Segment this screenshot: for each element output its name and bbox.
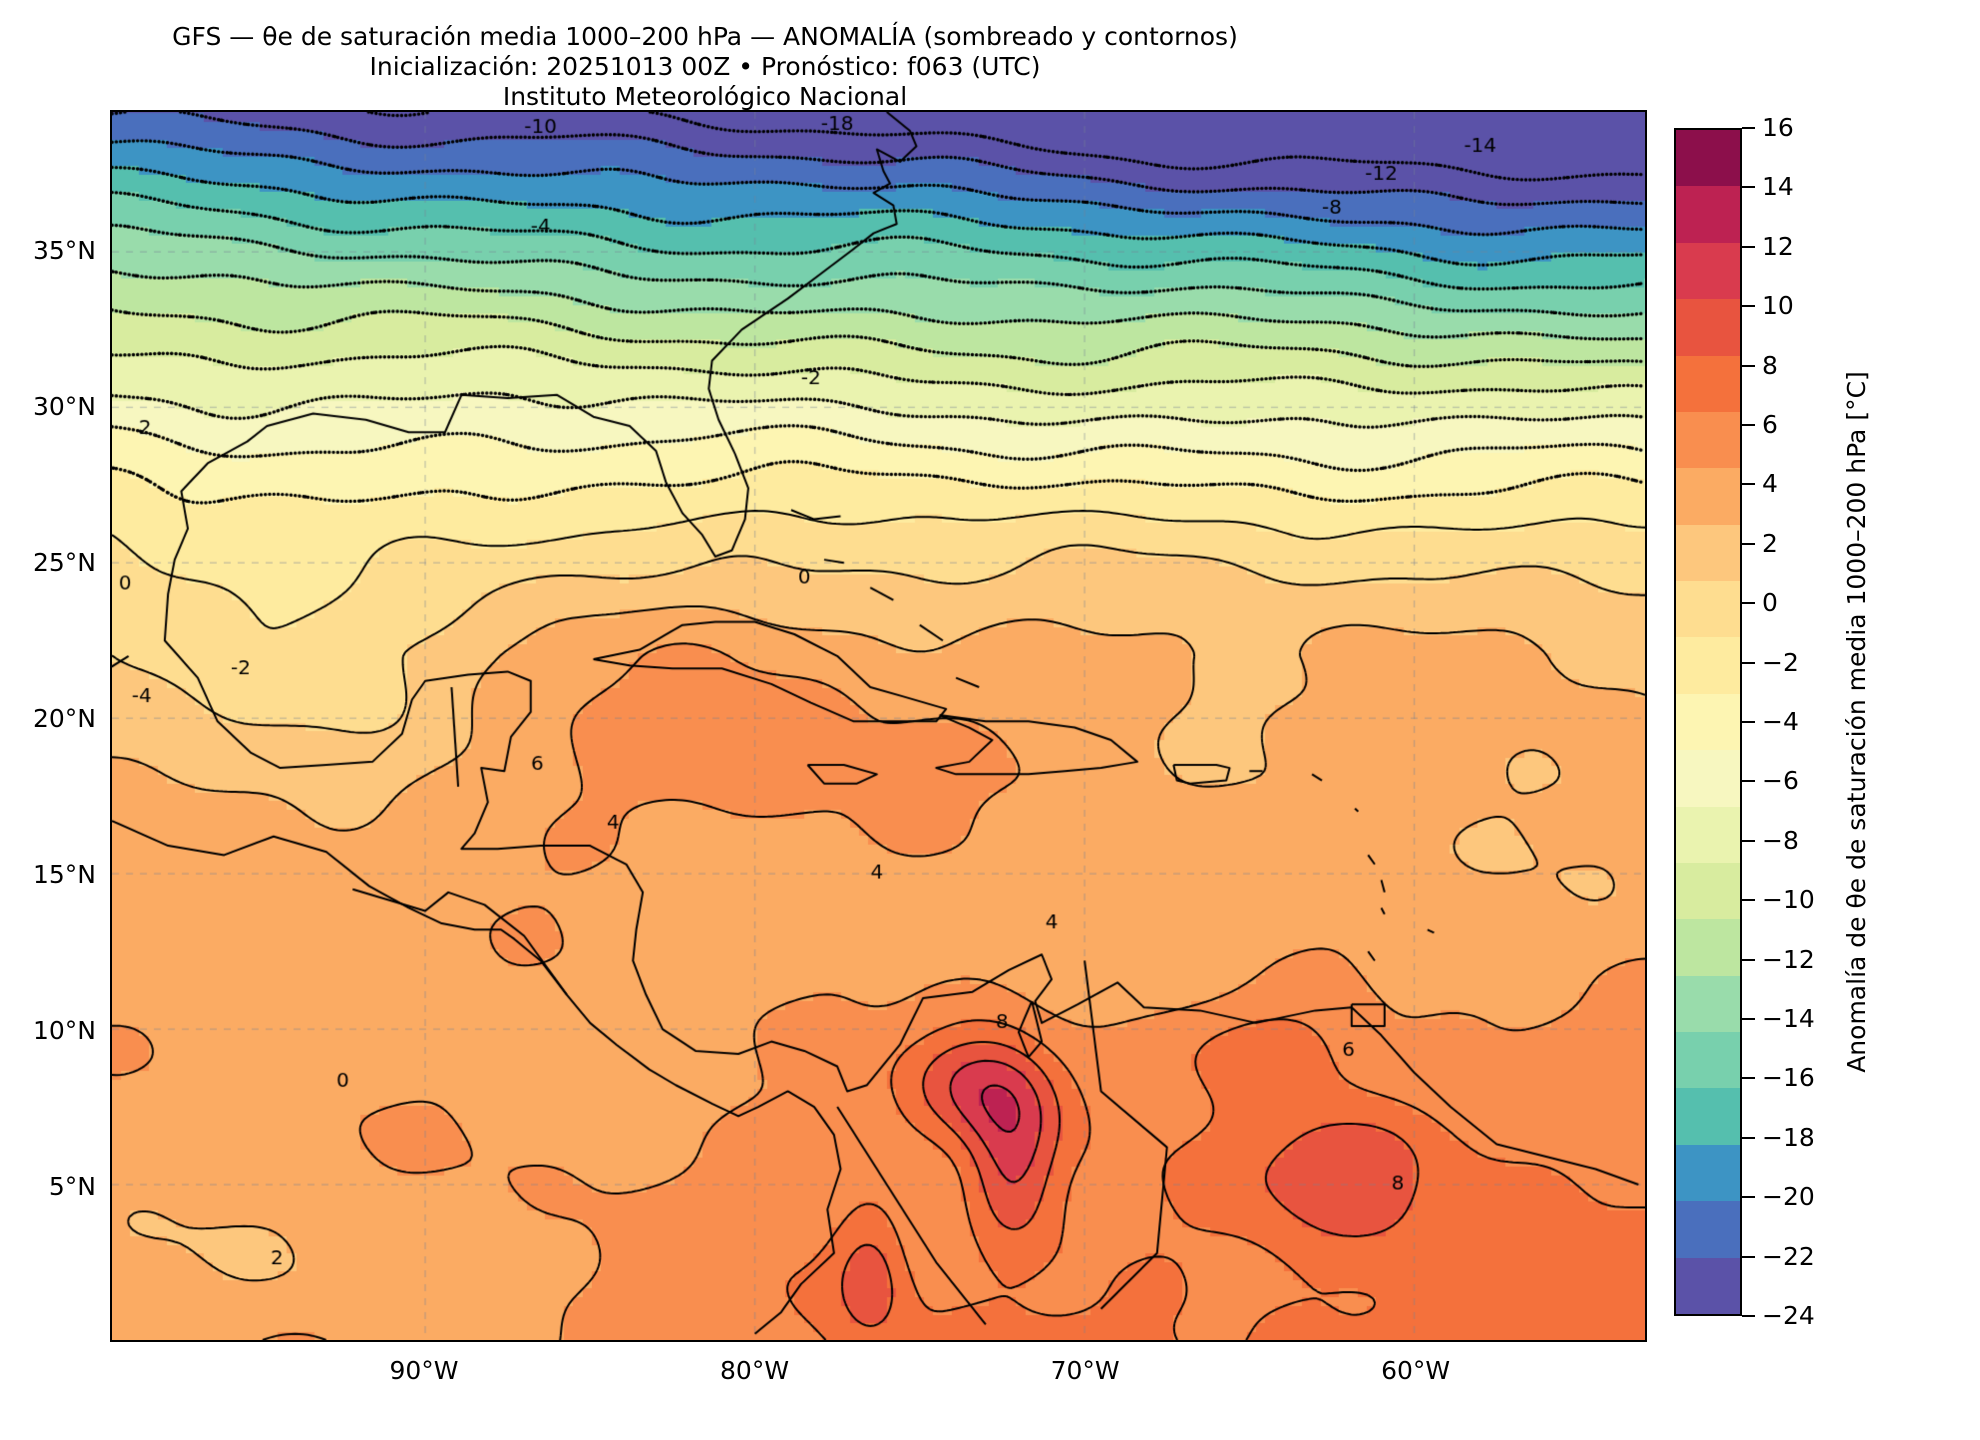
colorbar-segment-1 bbox=[1676, 186, 1740, 243]
lat-tick-5: 5°N bbox=[48, 1172, 96, 1202]
chart-source-line-3: Instituto Meteorológico Nacional bbox=[502, 82, 908, 111]
colorbar-tick-label--18: −18 bbox=[1762, 1122, 1815, 1152]
colorbar-axis-label: Anomalía de θe de saturación media 1000–… bbox=[1842, 371, 1871, 1073]
chart-title-line-1: GFS — θe de saturación media 1000–200 hP… bbox=[172, 22, 1238, 51]
colorbar-tick-label--16: −16 bbox=[1762, 1063, 1815, 1093]
lon-tick-70w: 70°W bbox=[1050, 1356, 1120, 1385]
colorbar-segment-4 bbox=[1676, 355, 1740, 412]
colorbar-segment-7 bbox=[1676, 524, 1740, 581]
colorbar-tick-mark bbox=[1742, 542, 1755, 545]
colorbar-tick-mark bbox=[1742, 1018, 1755, 1020]
colorbar-tick-label-8: 8 bbox=[1762, 350, 1778, 380]
colorbar-tick-label--6: −6 bbox=[1762, 766, 1799, 796]
colorbar-tick-label-4: 4 bbox=[1762, 469, 1778, 499]
colorbar-segment-13 bbox=[1676, 862, 1740, 920]
lat-tick-10: 10°N bbox=[32, 1016, 96, 1046]
lat-tick-30: 30°N bbox=[32, 392, 96, 422]
colorbar-segment-20 bbox=[1676, 1257, 1740, 1314]
colorbar-segment-19 bbox=[1676, 1201, 1740, 1258]
colorbar-tick-label-12: 12 bbox=[1762, 231, 1794, 261]
colorbar-segment-12 bbox=[1676, 806, 1740, 863]
colorbar-tick-mark bbox=[1742, 305, 1755, 308]
colorbar-segment-18 bbox=[1676, 1144, 1740, 1202]
colorbar-segment-10 bbox=[1676, 693, 1740, 751]
colorbar-segment-8 bbox=[1676, 581, 1740, 638]
colorbar-tick-mark bbox=[1742, 483, 1755, 486]
colorbar-tick-label-16: 16 bbox=[1762, 113, 1794, 142]
title-block: GFS — θe de saturación media 1000–200 hP… bbox=[110, 22, 1300, 112]
colorbar-tick-mark bbox=[1742, 602, 1755, 605]
chart-subtitle-line-2: Inicialización: 20251013 00Z • Pronóstic… bbox=[369, 52, 1041, 81]
colorbar-tick-mark bbox=[1742, 1136, 1755, 1139]
colorbar-tick-label--10: −10 bbox=[1762, 885, 1815, 915]
colorbar-segment-11 bbox=[1676, 750, 1740, 807]
colorbar-segment-14 bbox=[1676, 919, 1740, 976]
colorbar-segment-15 bbox=[1676, 975, 1740, 1032]
colorbar-tick-mark bbox=[1742, 780, 1755, 783]
colorbar-tick-label-2: 2 bbox=[1762, 528, 1778, 558]
lat-tick-35: 35°N bbox=[32, 236, 96, 266]
colorbar-segment-2 bbox=[1676, 242, 1740, 300]
colorbar-tick-mark bbox=[1742, 721, 1755, 723]
lat-tick-15: 15°N bbox=[32, 860, 96, 890]
colorbar-tick-mark bbox=[1742, 1255, 1755, 1258]
anomaly-field-canvas bbox=[112, 112, 1645, 1340]
map-plot-area bbox=[110, 110, 1647, 1342]
lon-tick-90w: 90°W bbox=[389, 1356, 459, 1385]
colorbar-segment-5 bbox=[1676, 411, 1740, 469]
colorbar-tick-label-6: 6 bbox=[1762, 410, 1778, 439]
colorbar-tick-label--12: −12 bbox=[1762, 944, 1815, 974]
colorbar-tick-label--24: −24 bbox=[1762, 1301, 1815, 1330]
lat-tick-20: 20°N bbox=[32, 704, 96, 734]
colorbar-tick-label--8: −8 bbox=[1762, 825, 1799, 855]
colorbar-segment-17 bbox=[1676, 1088, 1740, 1145]
colorbar-tick-mark bbox=[1742, 1077, 1755, 1080]
colorbar-tick-mark bbox=[1742, 245, 1755, 248]
colorbar-tick-label--14: −14 bbox=[1762, 1004, 1815, 1033]
colorbar-tick-mark bbox=[1742, 899, 1755, 902]
colorbar-segment-16 bbox=[1676, 1032, 1740, 1089]
colorbar-segment-6 bbox=[1676, 468, 1740, 525]
colorbar-tick-mark bbox=[1742, 839, 1755, 842]
colorbar-tick-mark bbox=[1742, 1315, 1755, 1317]
lat-tick-25: 25°N bbox=[32, 548, 96, 578]
colorbar-segment-9 bbox=[1676, 637, 1740, 694]
colorbar bbox=[1674, 128, 1742, 1316]
colorbar-tick-label--2: −2 bbox=[1762, 647, 1799, 677]
colorbar-tick-mark bbox=[1742, 661, 1755, 664]
colorbar-tick-label--4: −4 bbox=[1762, 707, 1799, 736]
colorbar-tick-label-10: 10 bbox=[1762, 291, 1794, 321]
colorbar-tick-mark bbox=[1742, 1196, 1755, 1199]
colorbar-tick-label--22: −22 bbox=[1762, 1241, 1815, 1271]
colorbar-tick-mark bbox=[1742, 424, 1755, 426]
colorbar-tick-label--20: −20 bbox=[1762, 1182, 1815, 1212]
colorbar-segment-3 bbox=[1676, 299, 1740, 356]
lon-tick-60w: 60°W bbox=[1381, 1356, 1451, 1385]
colorbar-tick-label-0: 0 bbox=[1762, 588, 1778, 618]
colorbar-tick-mark bbox=[1742, 127, 1755, 129]
colorbar-segment-0 bbox=[1676, 130, 1740, 187]
colorbar-tick-mark bbox=[1742, 186, 1755, 189]
colorbar-tick-label-14: 14 bbox=[1762, 172, 1794, 202]
colorbar-tick-mark bbox=[1742, 958, 1755, 961]
colorbar-tick-mark bbox=[1742, 364, 1755, 367]
lon-tick-80w: 80°W bbox=[720, 1356, 790, 1385]
